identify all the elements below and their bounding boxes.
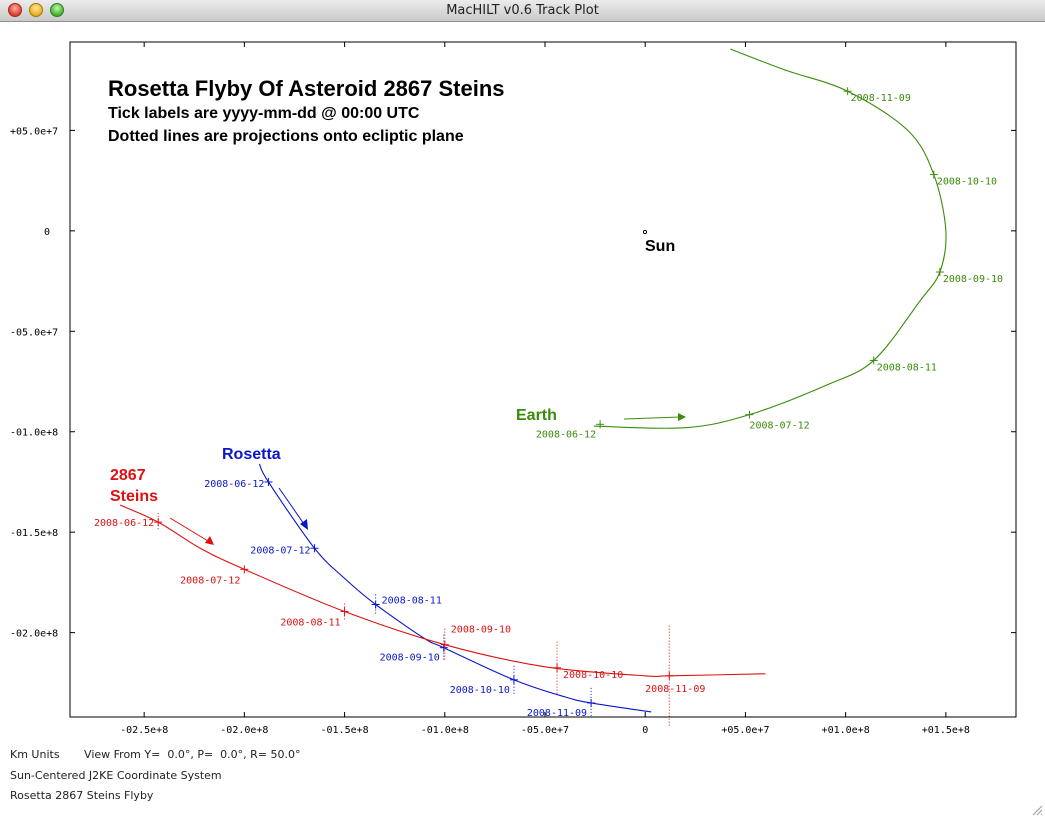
mark-label-2-3: 2008-09-10 [451, 625, 511, 636]
x-tick-label-5: 0 [642, 725, 648, 736]
units-line: Km Units View From Y= 0.0°, P= 0.0°, R= … [10, 748, 301, 761]
earth-direction-arrow [623, 413, 686, 421]
plot-subtitle-2: Dotted lines are projections onto eclipt… [108, 128, 464, 145]
y-tick-label-2: -05.0e+7 [10, 327, 58, 338]
plot-frame [69, 41, 1017, 718]
x-tick-label-4: -05.0e+7 [521, 725, 569, 736]
plot-title: Rosetta Flyby Of Asteroid 2867 Steins [108, 76, 505, 101]
x-tick-label-6: +05.0e+7 [721, 725, 769, 736]
zoom-button[interactable] [50, 3, 64, 17]
x-tick-label-7: +01.0e+8 [822, 725, 870, 736]
close-button[interactable] [8, 3, 22, 17]
axes: -02.5e+8 -02.0e+8 -01.5e+8 -01.0e+8 -05.0e+7… [10, 42, 1016, 736]
y-tick-label-0: +05.0e+7 [10, 126, 58, 137]
date-marks: 2008-06-12 2008-07-12 2008-08-11 2008-09-10… [94, 87, 1003, 719]
sun-marker [642, 229, 648, 235]
mark-label-1-4: 2008-10-10 [450, 685, 510, 696]
units-label: Km Units [10, 748, 60, 761]
steins-label-number: 2867 [110, 467, 146, 484]
rosetta-label: Rosetta [222, 446, 281, 463]
mark-label-0-5: 2008-11-09 [851, 93, 911, 104]
x-tick-label-0: -02.5e+8 [120, 725, 168, 736]
minimize-button[interactable] [29, 3, 43, 17]
steins-direction-arrow [169, 517, 214, 545]
mark-label-0-2: 2008-08-11 [877, 362, 937, 373]
mark-label-0-0: 2008-06-12 [536, 429, 596, 440]
view-from-label: View From Y= 0.0°, P= 0.0°, R= 50.0° [84, 748, 301, 761]
description-label: Rosetta 2867 Steins Flyby [10, 789, 154, 802]
mark-label-0-4: 2008-10-10 [937, 177, 997, 188]
x-tick-label-8: +01.5e+8 [922, 725, 970, 736]
mark-label-2-2: 2008-08-11 [280, 618, 340, 629]
x-tick-label-1: -02.0e+8 [220, 725, 268, 736]
steins-label-name: Steins [110, 488, 158, 505]
track-plot: -02.5e+8 -02.0e+8 -01.5e+8 -01.0e+8 -05.0e+7… [10, 41, 1017, 736]
track-2 [119, 504, 766, 678]
mark-label-2-0: 2008-06-12 [94, 518, 154, 529]
sun-label: Sun [645, 238, 675, 255]
window-title: MacHILT v0.6 Track Plot [446, 3, 599, 18]
window-titlebar: MacHILT v0.6 Track Plot [0, 0, 1045, 22]
mark-label-1-1: 2008-07-12 [250, 545, 310, 556]
y-tick-label-3: -01.0e+8 [10, 428, 58, 439]
rosetta-direction-arrow [278, 487, 308, 530]
earth-label: Earth [516, 407, 557, 424]
mark-label-2-5: 2008-11-09 [645, 684, 705, 695]
mark-label-2-1: 2008-07-12 [180, 575, 240, 586]
resize-grip-icon[interactable] [1031, 804, 1043, 816]
y-tick-label-5: -02.0e+8 [10, 629, 58, 640]
mark-label-1-0: 2008-06-12 [204, 479, 264, 490]
mark-label-1-3: 2008-09-10 [380, 653, 440, 664]
y-tick-label-1: 0 [44, 227, 50, 238]
x-tick-label-2: -01.5e+8 [320, 725, 368, 736]
mark-label-0-1: 2008-07-12 [749, 421, 809, 432]
mark-label-1-5: 2008-11-09 [527, 708, 587, 719]
mark-label-2-4: 2008-10-10 [563, 670, 623, 681]
mark-label-0-3: 2008-09-10 [943, 274, 1003, 285]
plot-subtitle-1: Tick labels are yyyy-mm-dd @ 00:00 UTC [108, 105, 420, 122]
x-tick-label-3: -01.0e+8 [421, 725, 469, 736]
y-tick-label-4: -01.5e+8 [10, 528, 58, 539]
coord-system-label: Sun-Centered J2KE Coordinate System [10, 769, 222, 782]
mark-label-1-2: 2008-08-11 [382, 596, 442, 607]
